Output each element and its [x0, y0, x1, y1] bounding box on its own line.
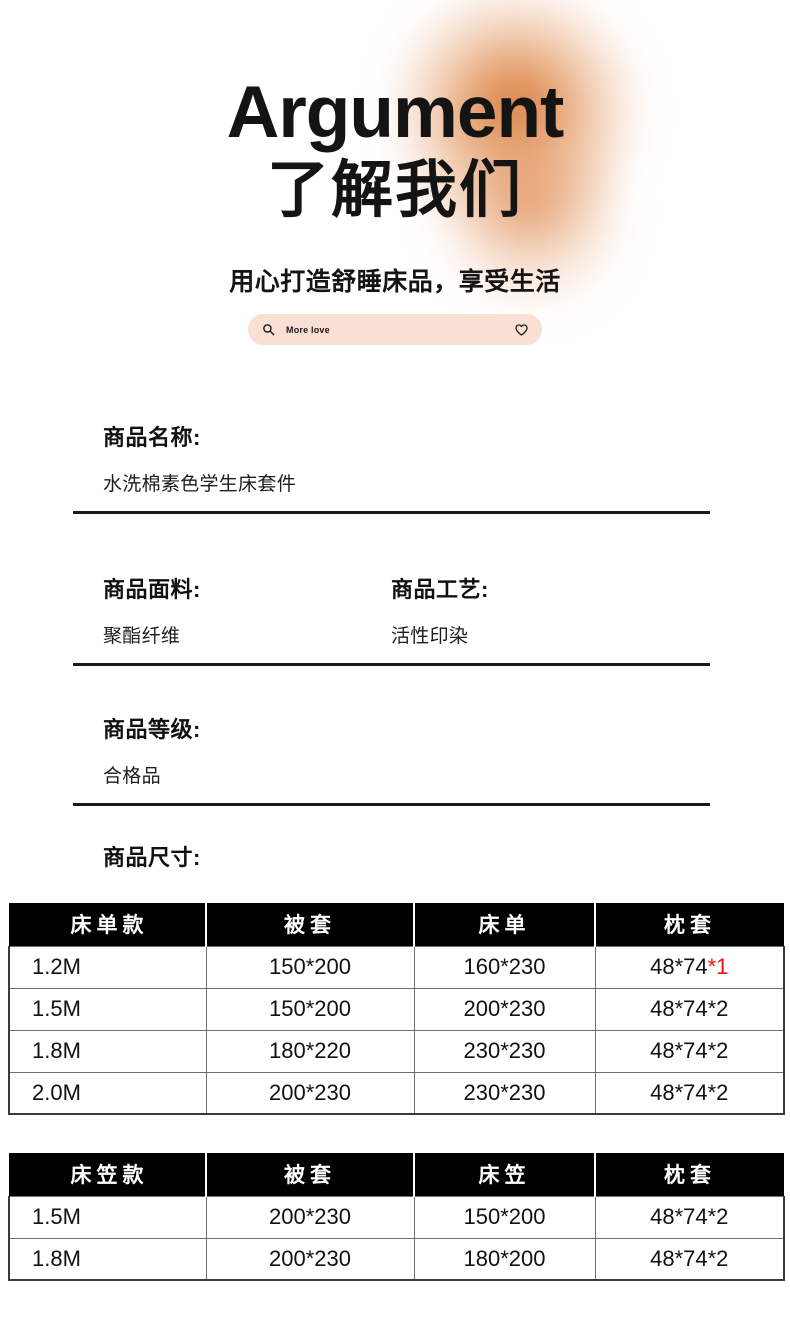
table-cell: 200*230	[205, 1071, 415, 1115]
table-row: 2.0M 200*230 230*230 48*74*2	[8, 1071, 785, 1115]
table-column-header: 床笠	[414, 1153, 596, 1196]
table-cell: 1.2M	[8, 945, 207, 989]
table-cell: 200*230	[205, 1195, 415, 1239]
table-row: 1.2M 150*200 160*230 48*74*1	[8, 945, 785, 989]
table-cell-suffix: *1	[707, 954, 729, 979]
table-row: 1.5M 200*230 150*200 48*74*2	[8, 1195, 785, 1239]
search-bar[interactable]: More love	[248, 314, 542, 345]
table-cell: 180*220	[205, 1029, 415, 1073]
table-column-header: 床单	[414, 903, 596, 946]
spec-craft-value: 活性印染	[391, 626, 469, 647]
spec-fabric-value: 聚酯纤维	[103, 626, 181, 647]
table-row: 1.8M 200*230 180*200 48*74*2	[8, 1237, 785, 1281]
hero-banner: Argument 了解我们 用心打造舒睡床品，享受生活 More love	[0, 0, 790, 360]
spec-craft: 商品工艺: 活性印染	[391, 572, 709, 648]
table-cell: 150*200	[205, 987, 415, 1031]
table-cell: 1.5M	[8, 1195, 207, 1239]
divider-after-grade	[73, 803, 710, 806]
spec-fabric: 商品面料: 聚酯纤维	[73, 572, 391, 648]
spec-product-name-label: 商品名称:	[103, 425, 201, 450]
table-cell: 200*230	[413, 987, 596, 1031]
search-icon	[263, 324, 275, 336]
hero-title-chinese: 了解我们	[266, 156, 523, 225]
table-column-header: 床笠款	[9, 1153, 207, 1196]
spec-size: 商品尺寸:	[73, 840, 710, 872]
table-header-row: 床单款 被套 床单 枕套	[9, 903, 784, 946]
divider-after-fabric-craft	[73, 663, 710, 666]
spec-grade-label: 商品等级:	[103, 717, 201, 742]
table-cell: 48*74*2	[594, 1237, 785, 1281]
orange-glow-secondary-decoration	[440, 120, 620, 310]
table-cell: 48*74*2	[594, 987, 785, 1031]
table-cell: 150*200	[205, 945, 415, 989]
table-cell: 160*230	[413, 945, 596, 989]
table-cell: 230*230	[413, 1071, 596, 1115]
table-cell: 48*74*1	[594, 945, 785, 989]
table-column-header: 被套	[206, 903, 415, 946]
table-cell: 180*200	[413, 1237, 596, 1281]
heart-icon[interactable]	[515, 323, 528, 336]
table-cell: 1.8M	[8, 1029, 207, 1073]
table-column-header: 被套	[206, 1153, 415, 1196]
hero-title-english: Argument	[226, 72, 565, 153]
spec-product-name-value: 水洗棉素色学生床套件	[103, 474, 297, 495]
table-cell: 48*74*2	[594, 1195, 785, 1239]
spec-size-label: 商品尺寸:	[103, 845, 201, 870]
table-cell: 230*230	[413, 1029, 596, 1073]
table-header-row: 床笠款 被套 床笠 枕套	[9, 1153, 784, 1196]
fitted-sheet-style-table: 床笠款 被套 床笠 枕套 1.5M 200*230 150*200 48*74*2 1.8M 2…	[8, 1153, 785, 1281]
table-column-header: 枕套	[595, 903, 784, 946]
spec-grade: 商品等级: 合格品	[73, 712, 710, 788]
spec-fabric-label: 商品面料:	[103, 577, 201, 602]
bed-sheet-style-table: 床单款 被套 床单 枕套 1.2M 150*200 160*230 48*74*1 1.5M 1…	[8, 903, 785, 1115]
table-body: 1.5M 200*230 150*200 48*74*2 1.8M 200*230 180*…	[8, 1195, 785, 1281]
table-row: 1.8M 180*220 230*230 48*74*2	[8, 1029, 785, 1073]
table-cell: 2.0M	[8, 1071, 207, 1115]
spec-fabric-craft-row: 商品面料: 聚酯纤维 商品工艺: 活性印染	[73, 572, 710, 648]
spec-grade-value: 合格品	[103, 766, 161, 787]
divider-after-product-name	[73, 511, 710, 514]
table-cell: 150*200	[413, 1195, 596, 1239]
spec-craft-label: 商品工艺:	[391, 577, 489, 602]
table-cell: 48*74*2	[594, 1029, 785, 1073]
table-row: 1.5M 150*200 200*230 48*74*2	[8, 987, 785, 1031]
hero-subtitle: 用心打造舒睡床品，享受生活	[229, 268, 561, 296]
table-cell: 48*74*2	[594, 1071, 785, 1115]
table-cell: 200*230	[205, 1237, 415, 1281]
table-column-header: 床单款	[9, 903, 207, 946]
table-body: 1.2M 150*200 160*230 48*74*1 1.5M 150*200 200*…	[8, 945, 785, 1115]
spec-product-name: 商品名称: 水洗棉素色学生床套件	[73, 420, 710, 496]
table-cell: 1.5M	[8, 987, 207, 1031]
table-cell: 1.8M	[8, 1237, 207, 1281]
search-input-text[interactable]: More love	[286, 324, 330, 335]
table-column-header: 枕套	[595, 1153, 784, 1196]
